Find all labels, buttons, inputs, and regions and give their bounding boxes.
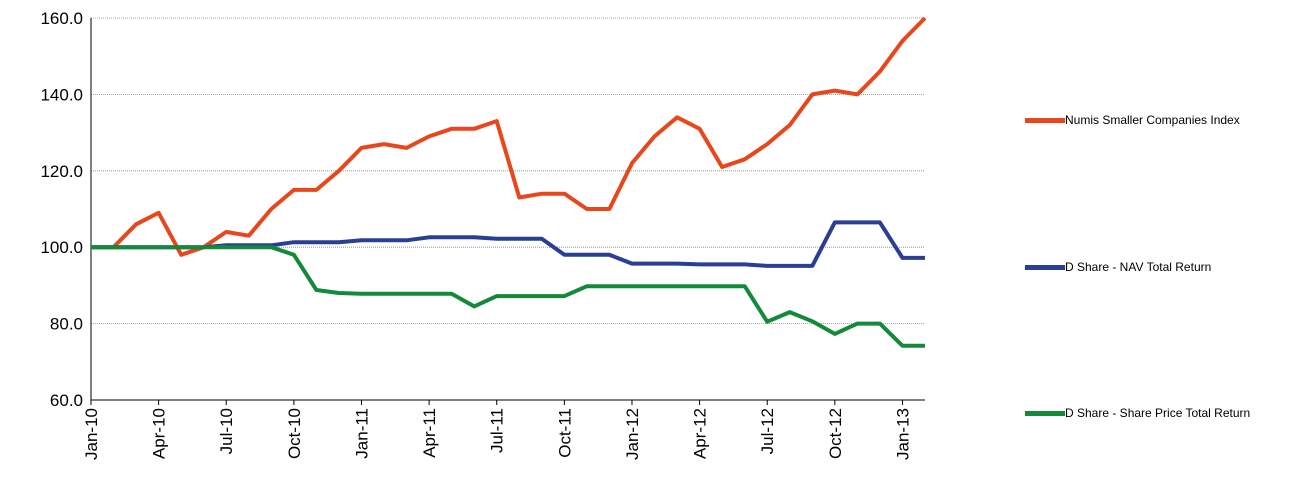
series-line [91, 16, 927, 257]
x-tick-label: Apr-11 [420, 408, 439, 458]
x-tick-label: Jul-11 [488, 408, 507, 453]
legend-swatch [1025, 265, 1065, 270]
x-tick-label: Jul-10 [217, 408, 236, 454]
x-tick-label: Oct-12 [826, 408, 845, 459]
legend-entry: Numis Smaller Companies Index [1025, 112, 1265, 128]
series-line [91, 245, 925, 348]
x-tick-label: Jan-12 [623, 408, 642, 460]
series-line [91, 220, 925, 268]
x-tick-label: Jul-12 [758, 408, 777, 454]
y-tick-label: 80.0 [50, 315, 83, 334]
y-tick-label: 60.0 [50, 391, 83, 410]
legend-swatch [1025, 411, 1065, 416]
y-tick-label: 160.0 [40, 9, 83, 28]
x-tick-label: Apr-10 [150, 408, 169, 459]
legend-label: Numis Smaller Companies Index [1065, 113, 1240, 127]
x-tick-label: Jan-13 [893, 408, 912, 460]
legend-entry: D Share - NAV Total Return [1025, 259, 1265, 275]
x-tick-label: Oct-10 [285, 408, 304, 459]
x-tick-label: Jan-11 [352, 408, 371, 459]
y-tick-label: 120.0 [40, 162, 83, 181]
legend-entry: D Share - Share Price Total Return [1025, 405, 1265, 421]
x-tick-label: Jan-10 [82, 408, 101, 460]
x-tick-label: Oct-11 [555, 408, 574, 458]
legend-swatch [1025, 118, 1065, 123]
y-tick-label: 140.0 [40, 85, 83, 104]
legend-label: D Share - NAV Total Return [1065, 260, 1212, 274]
y-tick-label: 100.0 [40, 238, 83, 257]
legend-label: D Share - Share Price Total Return [1065, 406, 1251, 420]
x-tick-label: Apr-12 [691, 408, 710, 459]
